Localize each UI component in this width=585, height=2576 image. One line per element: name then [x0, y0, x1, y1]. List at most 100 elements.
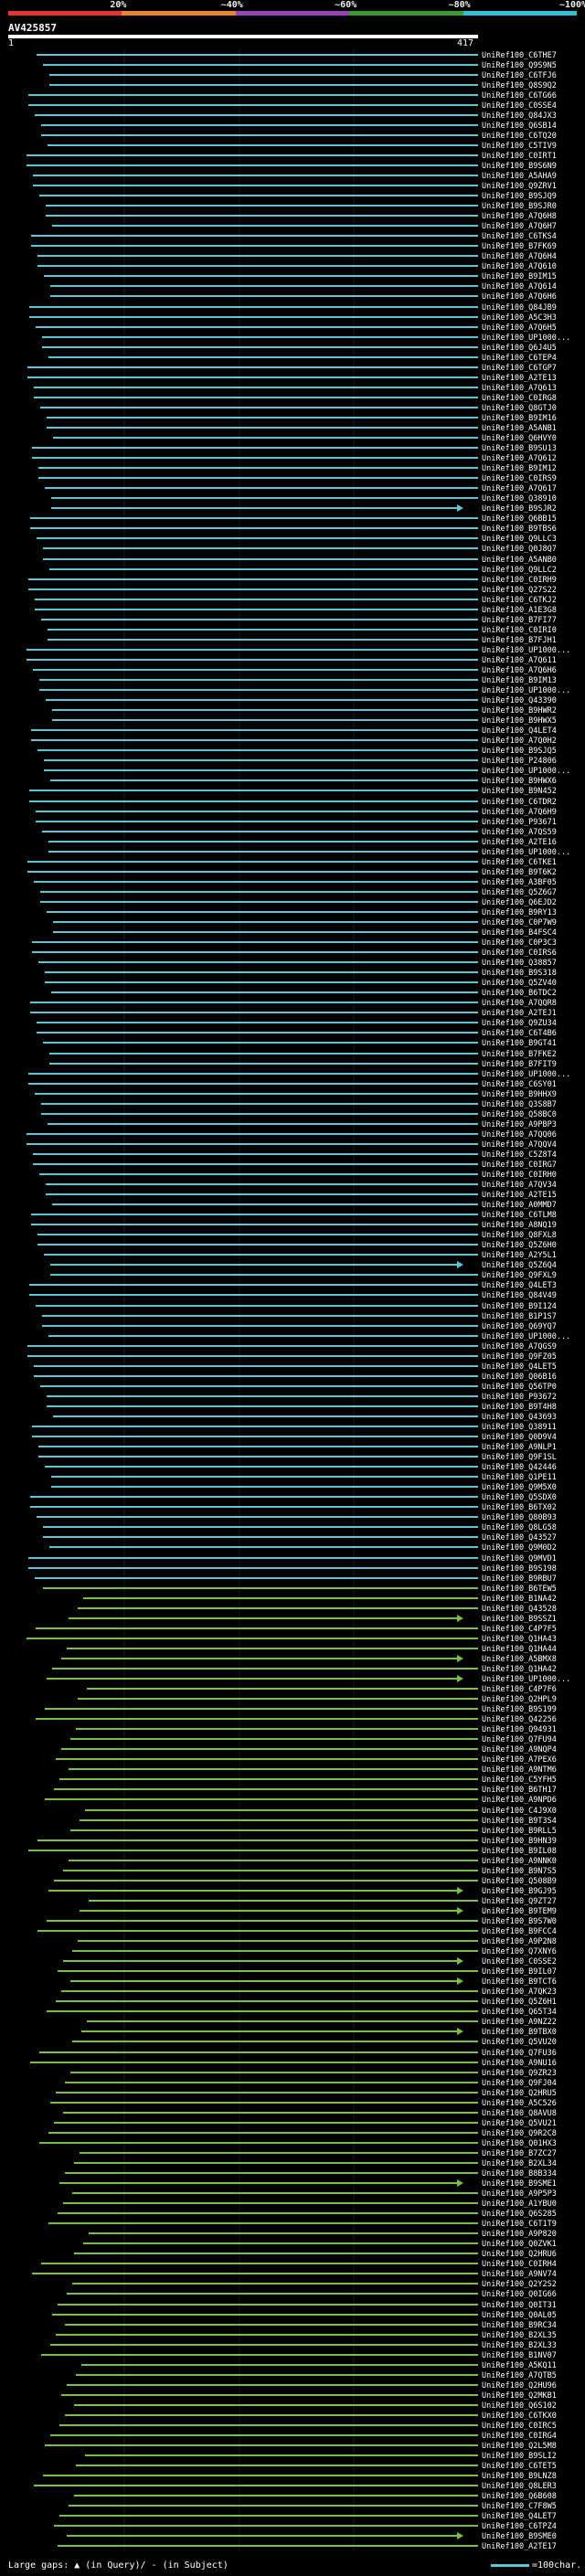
gaps-legend-text: Large gaps: ▲ (in Query)/ - (in Subject): [8, 2560, 229, 2571]
hit-label: UniRef100_B9TCT6: [482, 1977, 557, 1987]
hit-label: UniRef100_A7Q6H9: [482, 808, 557, 817]
hit-arrow: [457, 504, 463, 512]
hit-label: UniRef100_B9TBX0: [482, 2028, 557, 2037]
hit-label: UniRef100_C4P7F5: [482, 1625, 557, 1634]
hit-label: UniRef100_B6TDC2: [482, 989, 557, 998]
hit-arrow: [457, 2532, 463, 2539]
hit-label: UniRef100_B9IM15: [482, 272, 557, 281]
hit-label: UniRef100_C6TKE1: [482, 858, 557, 867]
hit-label: UniRef100_B7FIT9: [482, 1060, 557, 1069]
hit-label: UniRef100_B9SME1: [482, 2179, 557, 2189]
hit-label: UniRef100_A7Q6H7: [482, 222, 557, 231]
hit-label: UniRef100_A7Q617: [482, 484, 557, 493]
hit-label: UniRef100_C0P7W9: [482, 918, 557, 928]
hit-label: UniRef100_P93672: [482, 1393, 557, 1402]
hit-label: UniRef100_Q2HU96: [482, 2381, 557, 2390]
hit-label: UniRef100_B9N452: [482, 787, 557, 796]
hit-label: UniRef100_A5ANB0: [482, 556, 557, 565]
color-scale-label: ~60%: [335, 0, 357, 10]
hit-label: UniRef100_B9TEM9: [482, 1907, 557, 1916]
hit-label: UniRef100_B2XL33: [482, 2341, 557, 2350]
hit-label: UniRef100_B9HWX6: [482, 777, 557, 786]
hit-label: UniRef100_A2TE17: [482, 2542, 557, 2551]
hit-label: UniRef100_B9N7S5: [482, 1867, 557, 1876]
hit-label: UniRef100_Q2HPL9: [482, 1695, 557, 1704]
hit-label: UniRef100_UP1000...: [482, 686, 570, 695]
hit-label: UniRef100_Q2HRU6: [482, 2250, 557, 2259]
query-start-position: 1: [8, 38, 15, 48]
hit-label: UniRef100_B9RLL5: [482, 1827, 557, 1836]
hit-label: UniRef100_Q6HVY0: [482, 434, 557, 443]
scale-bar: [491, 2564, 529, 2567]
hit-label: UniRef100_B7ZC27: [482, 2149, 557, 2158]
hit-label: UniRef100_B9I124: [482, 1302, 557, 1311]
hit-label: UniRef100_Q43390: [482, 696, 557, 705]
hit-arrow: [457, 2179, 463, 2187]
hit-label: UniRef100_C0IRH4: [482, 2260, 557, 2269]
hit-label: UniRef100_A7QGS9: [482, 1342, 557, 1352]
hit-label: UniRef100_A7Q613: [482, 384, 557, 393]
color-scale-label: ~100%: [558, 0, 585, 10]
hit-label: UniRef100_B9IM16: [482, 414, 557, 423]
hit-label: UniRef100_Q4LET7: [482, 2512, 557, 2521]
hit-label: UniRef100_B9HWR2: [482, 706, 557, 716]
hit-label: UniRef100_B9RBU7: [482, 1574, 557, 1584]
hit-label: UniRef100_C0IRG8: [482, 394, 557, 403]
hit-label: UniRef100_B9HHX9: [482, 1090, 557, 1099]
hit-label: UniRef100_A7Q6H4: [482, 252, 557, 261]
hit-label: UniRef100_A3BF05: [482, 878, 557, 887]
hit-label: UniRef100_A2Y5L1: [482, 1251, 557, 1260]
hit-label: UniRef100_B9SJR2: [482, 504, 557, 514]
hit-label: UniRef100_B9IL08: [482, 1847, 557, 1856]
hit-label: UniRef100_Q0ZVK1: [482, 2240, 557, 2249]
hit-label: UniRef100_C6TKJ2: [482, 596, 557, 605]
hit-label: UniRef100_Q84JX3: [482, 111, 557, 121]
hit-label: UniRef100_Q42256: [482, 1715, 557, 1724]
hit-label: UniRef100_A7Q612: [482, 454, 557, 463]
hit-arrow: [457, 1907, 463, 1914]
hit-label: UniRef100_UP1000...: [482, 848, 570, 857]
hit-label: UniRef100_A7Q0H2: [482, 737, 557, 746]
hit-arrow: [457, 1977, 463, 1985]
hit-label: UniRef100_Q8FXL8: [482, 1231, 557, 1240]
hit-arrow: [457, 2028, 463, 2035]
hit-label: UniRef100_Q7XNY6: [482, 1947, 557, 1956]
hit-label: UniRef100_A7Q6H6: [482, 292, 557, 302]
hit-label: UniRef100_A5ANB1: [482, 424, 557, 433]
hit-label: UniRef100_C5YFH5: [482, 1776, 557, 1785]
hit-label: UniRef100_C7F8W5: [482, 2502, 557, 2511]
hit-label: UniRef100_A8NQ19: [482, 1221, 557, 1230]
hit-label: UniRef100_C0IRH9: [482, 576, 557, 585]
hit-label: UniRef100_B9SU13: [482, 444, 557, 453]
hit-label: UniRef100_Q5ZV40: [482, 979, 557, 988]
hit-label: UniRef100_Q8S9Q2: [482, 81, 557, 90]
hit-label: UniRef100_Q9LLC3: [482, 535, 557, 544]
hit-label: UniRef100_A7Q6H8: [482, 212, 557, 221]
hit-label: UniRef100_A5C526: [482, 2099, 557, 2108]
hit-label: UniRef100_Q9FJ04: [482, 2079, 557, 2088]
hit-label: UniRef100_Q6S102: [482, 2401, 557, 2411]
hit-label: UniRef100_Q1HA44: [482, 1645, 557, 1654]
hit-label: UniRef100_C0P3C3: [482, 938, 557, 948]
hit-label: UniRef100_A9P820: [482, 2230, 557, 2239]
hit-label: UniRef100_C6T4B6: [482, 1029, 557, 1038]
hit-label: UniRef100_B9SJR0: [482, 202, 557, 211]
hit-label: UniRef100_C0SSE2: [482, 1957, 557, 1966]
hit-arrow: [457, 1887, 463, 1894]
hit-label: UniRef100_C0IRS9: [482, 474, 557, 483]
hit-label: UniRef100_A7Q614: [482, 282, 557, 292]
hit-label: UniRef100_UP1000...: [482, 646, 570, 655]
hit-label: UniRef100_P24806: [482, 757, 557, 766]
hit-label: UniRef100_A5C3H3: [482, 313, 557, 323]
hit-label: UniRef100_B2XL35: [482, 2331, 557, 2340]
hit-label: UniRef100_Q8LG58: [482, 1523, 557, 1532]
hit-label: UniRef100_Q9M5X0: [482, 1483, 557, 1492]
hit-label: UniRef100_A7QS59: [482, 828, 557, 837]
hit-label: UniRef100_C6TEP4: [482, 354, 557, 363]
hit-label: UniRef100_C6TFJ6: [482, 71, 557, 80]
color-scale-label: 20%: [110, 0, 127, 10]
hit-label: UniRef100_A2TEJ1: [482, 1009, 557, 1018]
hit-label: UniRef100_Q9LLC2: [482, 566, 557, 575]
hit-label: UniRef100_C0IRS6: [482, 949, 557, 958]
hit-label: UniRef100_Q01HX3: [482, 2139, 557, 2148]
